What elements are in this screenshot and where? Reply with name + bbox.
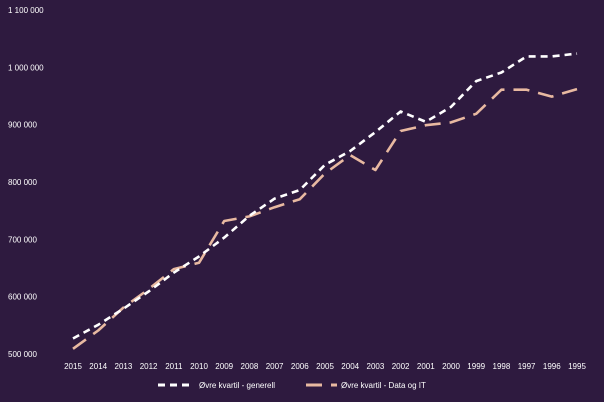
y-tick-label: 1 000 000	[8, 63, 44, 72]
x-tick-label: 1996	[543, 362, 561, 371]
y-tick-label: 500 000	[8, 350, 37, 359]
x-tick-label: 2012	[140, 362, 158, 371]
series-line-data-og-it	[72, 87, 578, 350]
legend-label-data-og-it: Øvre kvartil - Data og IT	[341, 381, 426, 390]
x-tick-label: 2000	[442, 362, 460, 371]
x-tick-label: 2011	[165, 362, 183, 371]
x-tick-label: 2010	[190, 362, 208, 371]
x-tick-label: 2007	[266, 362, 284, 371]
y-tick-label: 900 000	[8, 121, 37, 130]
series-line-generell	[72, 52, 578, 340]
legend: Øvre kvartil - generell Øvre kvartil - D…	[158, 381, 426, 390]
x-tick-label: 2001	[417, 362, 435, 371]
y-tick-label: 1 100 000	[8, 6, 44, 15]
x-tick-label: 2005	[316, 362, 334, 371]
series-layer	[72, 52, 578, 350]
x-tick-label: 2003	[367, 362, 385, 371]
x-tick-label: 1998	[493, 362, 511, 371]
x-tick-label: 2015	[64, 362, 82, 371]
x-tick-label: 2002	[392, 362, 410, 371]
x-tick-label: 2008	[241, 362, 259, 371]
y-tick-label: 700 000	[8, 235, 37, 244]
x-tick-label: 2014	[89, 362, 107, 371]
x-tick-label: 2004	[341, 362, 359, 371]
legend-label-generell: Øvre kvartil - generell	[199, 381, 275, 390]
x-tick-label: 2006	[291, 362, 309, 371]
x-tick-label: 1999	[467, 362, 485, 371]
x-axis-ticks: 2015 2014 2013 2012 2011 2010 2009 2008 2007 2006…	[64, 362, 586, 371]
x-tick-label: 2009	[215, 362, 233, 371]
x-tick-label: 1997	[518, 362, 536, 371]
y-tick-label: 800 000	[8, 178, 37, 187]
x-tick-label: 2013	[115, 362, 133, 371]
y-tick-label: 600 000	[8, 293, 37, 302]
x-tick-label: 1995	[568, 362, 586, 371]
y-axis-ticks: 500 000 600 000 700 000 800 000 900 000 1 000…	[8, 6, 44, 359]
